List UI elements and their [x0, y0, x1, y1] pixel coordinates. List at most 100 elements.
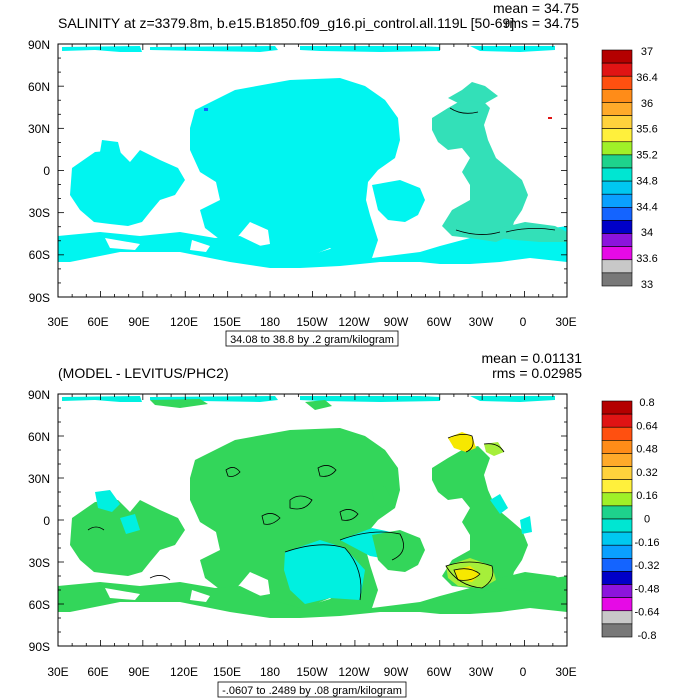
bottom-rms-label: rms = 0.02985: [492, 365, 582, 381]
bottom-indian-basin: [70, 500, 185, 576]
top-lon-label: 30E: [555, 315, 576, 329]
top-southern-ocean: [58, 226, 567, 268]
bottom-contours: [87, 434, 505, 601]
bottom-arctic-green: [305, 400, 332, 410]
bottom-contour: [483, 443, 505, 453]
bottom-colorbar-swatch: [601, 479, 633, 494]
top-colorbar-swatch: [601, 180, 633, 195]
top-lat-label: 60N: [28, 80, 50, 94]
bottom-colorbar-label: -0.64: [634, 607, 659, 619]
bottom-lat-label: 30N: [28, 472, 50, 486]
bottom-colorbar-swatch: [601, 492, 633, 507]
bottom-hole: [105, 588, 140, 600]
bottom-contour: [339, 531, 404, 561]
top-lat-label: 30S: [29, 206, 50, 220]
top-colorbar-swatch: [601, 154, 633, 169]
bottom-colorbar-swatch: [601, 610, 633, 625]
top-contour: [505, 228, 556, 233]
panel-bottom: (MODEL - LEVITUS/PHC2) mean = 0.01131 rm…: [28, 350, 660, 698]
bottom-colorbar-swatch: [601, 531, 633, 546]
top-lon-label: 120W: [338, 315, 370, 329]
top-axis-ticks: [57, 43, 568, 298]
bottom-colorbar-label: 0.16: [636, 490, 657, 502]
top-colorbar-swatch: [601, 220, 633, 234]
top-hole: [105, 238, 140, 250]
top-atlantic-south: [500, 222, 567, 242]
bottom-contour: [284, 544, 362, 601]
top-colorbar: 37 36.4 36 35.6 35.2 34.8 34.4 34 33.6 33: [601, 46, 658, 291]
bottom-atlantic-high-lime: [484, 442, 504, 456]
bottom-south-pacific-cyan: [284, 540, 365, 604]
bottom-colorbar-label: -0.8: [638, 630, 657, 642]
top-lon-label: 150E: [213, 315, 241, 329]
bottom-lon-label: 180: [260, 665, 280, 679]
top-arctic-strip: [150, 46, 278, 52]
top-colorbar-swatch: [601, 272, 633, 287]
bottom-colorbar-label: 0.48: [636, 444, 657, 456]
top-colorbar-label: 33: [641, 279, 653, 291]
bottom-contour-info: -.0607 to .2489 by .08 gram/kilogram: [222, 685, 402, 697]
bottom-arctic-strip: [470, 396, 555, 402]
top-colorbar-swatch: [601, 141, 633, 156]
top-colorbar-swatch: [601, 62, 633, 77]
top-indian-basin: [100, 140, 122, 162]
top-lat-label: 90N: [28, 38, 50, 52]
top-lon-label: 90W: [384, 315, 409, 329]
bottom-contour: [261, 513, 281, 525]
top-lat-label: 0: [43, 164, 50, 178]
bottom-colorbar-swatch: [601, 505, 633, 520]
top-colorbar-swatch: [601, 49, 633, 64]
bottom-anomaly-field: [58, 396, 567, 618]
bottom-lon-label: 30E: [47, 665, 68, 679]
bottom-colorbar-label: 0.32: [636, 467, 657, 479]
bottom-colorbar-swatch: [601, 623, 633, 638]
top-colorbar-label: 34.4: [636, 201, 657, 213]
panel-top: SALINITY at z=3379.8m, b.e15.B1850.f09_g…: [28, 0, 658, 347]
bottom-contour: [339, 509, 359, 521]
top-pacific-basin: [190, 78, 400, 265]
top-lon-label: 60W: [427, 315, 452, 329]
top-contour-info: 34.08 to 38.8 by .2 gram/kilogram: [230, 334, 394, 346]
bottom-colorbar-swatch: [601, 413, 633, 428]
top-colorbar-label: 34: [641, 227, 653, 239]
bottom-lat-label: 0: [43, 514, 50, 528]
bottom-lon-label: 0: [520, 665, 527, 679]
top-indian-basin: [120, 172, 138, 192]
top-lat-label: 60S: [29, 248, 50, 262]
bottom-colorbar-swatch: [601, 584, 633, 598]
bottom-colorbar-swatch: [601, 426, 633, 441]
bottom-colorbar-swatch: [601, 597, 633, 612]
bottom-southern-ocean: [58, 576, 567, 618]
top-colorbar-swatch: [601, 102, 633, 116]
top-mean-label: mean = 34.75: [493, 0, 579, 16]
bottom-lon-label: 30W: [469, 665, 494, 679]
bottom-lon-label: 120E: [170, 665, 198, 679]
bottom-lon-label: 30E: [555, 665, 576, 679]
bottom-colorbar-label: 0.8: [639, 397, 654, 409]
top-east-pacific: [372, 136, 392, 158]
bottom-lon-label: 150W: [296, 665, 328, 679]
bottom-indian-cyan: [120, 514, 140, 534]
bottom-title: (MODEL - LEVITUS/PHC2): [58, 365, 229, 381]
top-hole: [190, 240, 210, 252]
bottom-colorbar-swatch: [601, 400, 633, 415]
top-lon-label: 180: [260, 315, 280, 329]
top-colorbar-swatch: [601, 193, 633, 208]
bottom-contour: [445, 561, 494, 589]
top-colorbar-label: 35.6: [636, 124, 657, 136]
bottom-colorbar-swatch: [601, 440, 633, 454]
bottom-lon-label: 90E: [128, 665, 149, 679]
top-lon-label: 120E: [170, 315, 198, 329]
bottom-east-pacific: [372, 486, 392, 508]
top-colorbar-label: 34.8: [636, 175, 657, 187]
bottom-contour-info-box: [217, 681, 407, 698]
bottom-contour: [453, 568, 481, 581]
bottom-lat-label: 30S: [29, 556, 50, 570]
bottom-arctic-green: [150, 399, 208, 408]
bottom-indian-cyan: [95, 490, 120, 512]
bottom-lat-label: 60N: [28, 430, 50, 444]
bottom-lat-label: 90S: [29, 640, 50, 654]
bottom-atlantic-high-yellow: [448, 432, 476, 452]
bottom-contour: [149, 575, 171, 581]
bottom-colorbar-swatch: [601, 571, 633, 585]
